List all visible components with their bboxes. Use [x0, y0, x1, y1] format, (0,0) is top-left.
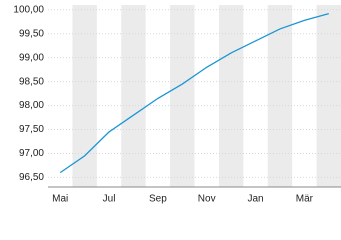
month-band: [316, 5, 341, 187]
x-tick-label: Jul: [103, 194, 116, 205]
y-tick-label: 97,00: [19, 148, 44, 159]
y-tick-label: 99,00: [19, 52, 44, 63]
month-band: [121, 5, 146, 187]
y-tick-label: 96,50: [19, 172, 44, 183]
y-tick-label: 98,50: [19, 76, 44, 87]
x-tick-label: Nov: [198, 194, 216, 205]
y-tick-label: 100,00: [13, 4, 44, 15]
month-band: [267, 5, 293, 187]
month-band: [170, 5, 195, 187]
y-tick-label: 99,50: [19, 28, 44, 39]
x-tick-label: Mär: [296, 194, 314, 205]
month-band: [72, 5, 97, 187]
x-tick-label: Jan: [247, 194, 263, 205]
y-tick-label: 98,00: [19, 100, 44, 111]
chart: Mai Jul Sep Nov Jan Mär 96,50 97,00 97,50 98,00 98…: [13, 4, 341, 205]
y-tick-label: 97,50: [19, 124, 44, 135]
x-tick-label: Mai: [52, 194, 68, 205]
month-band: [218, 5, 244, 187]
price-line: [59, 12, 329, 174]
x-tick-label: Sep: [149, 194, 167, 205]
